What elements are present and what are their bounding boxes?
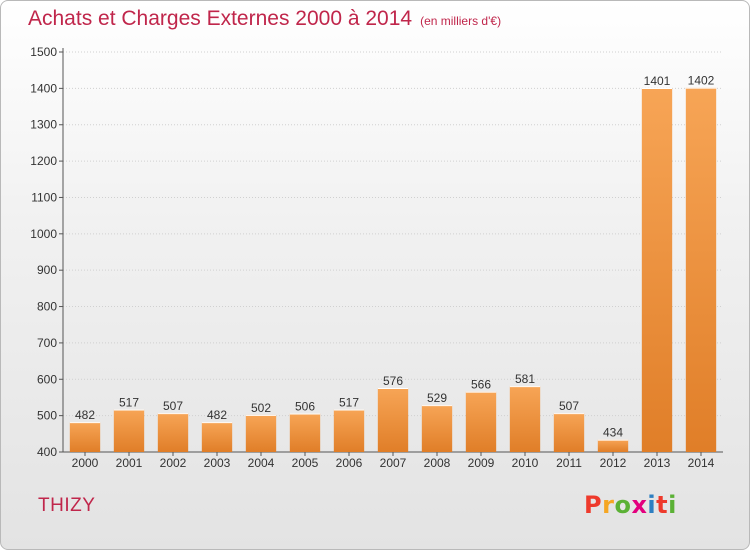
y-tick-label: 500 xyxy=(37,409,57,423)
logo-letter: t xyxy=(656,491,669,519)
logo-letter: i xyxy=(668,491,677,519)
bar-2006 xyxy=(333,409,365,452)
chart-title-text: Achats et Charges Externes 2000 à 2014 xyxy=(28,7,413,30)
value-label-2003: 482 xyxy=(207,408,227,422)
proxiti-logo[interactable]: Proxiti xyxy=(584,491,677,519)
x-tick-label-2001: 2001 xyxy=(116,456,143,470)
value-label-2014: 1402 xyxy=(688,74,715,88)
x-tick-label-2003: 2003 xyxy=(204,456,231,470)
x-tick-label-2013: 2013 xyxy=(644,456,671,470)
chart-unit: (en milliers d'€) xyxy=(420,14,502,28)
bar-2000 xyxy=(69,422,101,452)
bar-2007 xyxy=(377,388,409,452)
value-label-2008: 529 xyxy=(427,391,447,405)
x-tick-label-2004: 2004 xyxy=(248,456,275,470)
y-tick-label: 900 xyxy=(37,263,57,277)
y-tick-label: 1400 xyxy=(30,81,57,95)
y-tick-label: 1500 xyxy=(30,45,57,59)
bar-2004 xyxy=(245,414,277,452)
bar-2002 xyxy=(157,413,189,452)
bar-2013 xyxy=(641,88,673,452)
bar-2009 xyxy=(465,391,497,452)
x-tick-label-2010: 2010 xyxy=(512,456,539,470)
value-label-2004: 502 xyxy=(251,401,271,415)
bar-2003 xyxy=(201,422,233,452)
value-label-2001: 517 xyxy=(119,395,139,409)
x-tick-label-2014: 2014 xyxy=(688,456,715,470)
logo-letter: i xyxy=(647,491,657,519)
bar-2008 xyxy=(421,405,453,452)
value-label-2007: 576 xyxy=(383,374,403,388)
logo-letter: x xyxy=(631,491,648,519)
x-tick-label-2002: 2002 xyxy=(160,456,187,470)
logo-letter: r xyxy=(602,491,615,519)
chart-title: Achats et Charges Externes 2000 à 2014 (e… xyxy=(28,7,501,31)
x-tick-label-2006: 2006 xyxy=(336,456,363,470)
value-label-2010: 581 xyxy=(515,372,535,386)
bar-2010 xyxy=(509,386,541,452)
town-name: THIZY xyxy=(38,495,96,516)
y-tick-label: 1000 xyxy=(30,227,57,241)
value-label-2006: 517 xyxy=(339,395,359,409)
x-tick-label-2011: 2011 xyxy=(556,456,582,470)
y-tick-label: 700 xyxy=(37,336,57,350)
x-tick-label-2007: 2007 xyxy=(380,456,407,470)
y-tick-label: 600 xyxy=(37,372,57,386)
value-label-2011: 507 xyxy=(559,399,579,413)
y-tick-label: 1200 xyxy=(30,154,57,168)
value-label-2000: 482 xyxy=(75,408,95,422)
y-tick-label: 400 xyxy=(37,445,57,459)
bar-2005 xyxy=(289,413,321,452)
value-label-2009: 566 xyxy=(471,378,491,392)
x-tick-label-2000: 2000 xyxy=(72,456,99,470)
bar-2011 xyxy=(553,413,585,452)
value-label-2005: 506 xyxy=(295,399,315,413)
y-tick-label: 800 xyxy=(37,300,57,314)
bar-2012 xyxy=(597,439,629,452)
value-label-2012: 434 xyxy=(603,426,623,440)
y-tick-label: 1100 xyxy=(31,190,57,204)
x-tick-label-2008: 2008 xyxy=(424,456,451,470)
value-label-2002: 507 xyxy=(163,399,183,413)
x-tick-label-2012: 2012 xyxy=(600,456,627,470)
y-tick-label: 1300 xyxy=(30,118,57,132)
logo-letter: P xyxy=(584,491,603,519)
x-tick-label-2009: 2009 xyxy=(468,456,495,470)
data-labels: 482 517 507 482 502 506 517 576 529 566 581 507 434 1… xyxy=(75,74,715,440)
bars xyxy=(69,87,717,453)
value-label-2013: 1401 xyxy=(644,74,671,88)
bar-2014 xyxy=(685,87,717,453)
x-tick-label-2005: 2005 xyxy=(292,456,319,470)
logo-letter: o xyxy=(614,491,632,519)
bar-2001 xyxy=(113,409,145,452)
